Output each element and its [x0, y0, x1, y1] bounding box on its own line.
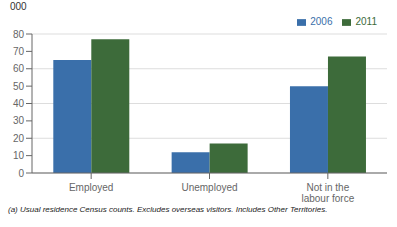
svg-text:60: 60: [13, 63, 25, 74]
svg-text:Employed: Employed: [69, 182, 113, 193]
svg-text:40: 40: [13, 98, 25, 109]
html-text:2006: 2006: [310, 16, 333, 27]
svg-text:Not in thelabour force: Not in thelabour force: [301, 182, 354, 203]
svg-text:0: 0: [18, 168, 24, 179]
svg-text:30: 30: [13, 115, 25, 126]
svg-text:50: 50: [13, 81, 25, 92]
svg-text:20: 20: [13, 133, 25, 144]
svg-text:70: 70: [13, 46, 25, 57]
html-text:(a) Usual residence Census cou: (a) Usual residence Census counts. Exclu…: [8, 205, 328, 214]
html-text:2011: 2011: [355, 16, 377, 27]
svg-text:10: 10: [13, 150, 25, 161]
html-text:000: 000: [10, 1, 27, 12]
svg-text:80: 80: [13, 29, 25, 40]
svg-text:Unemployed: Unemployed: [181, 182, 237, 193]
